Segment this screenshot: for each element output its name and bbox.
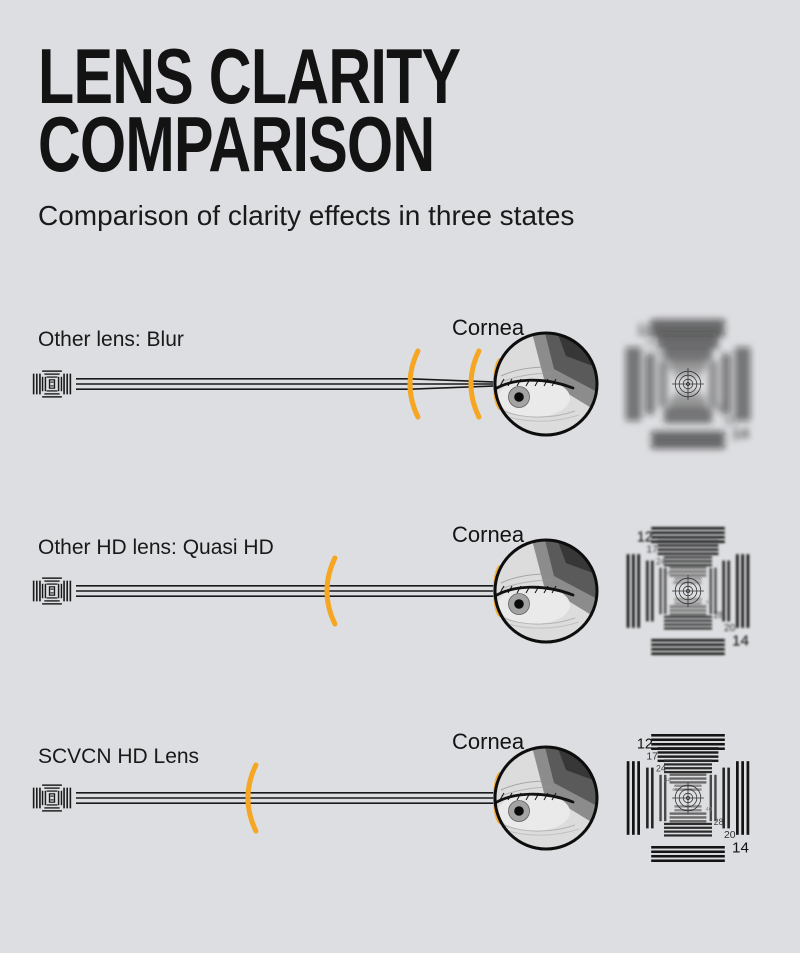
svg-text:34: 34: [664, 777, 672, 784]
svg-text:17: 17: [646, 545, 658, 556]
svg-text:14: 14: [732, 839, 749, 856]
svg-text:48: 48: [672, 580, 678, 586]
svg-text:34: 34: [664, 570, 672, 577]
svg-text:40: 40: [706, 600, 712, 606]
svg-text:12: 12: [637, 736, 653, 752]
svg-text:Cornea: Cornea: [452, 522, 525, 547]
svg-text:14: 14: [732, 632, 749, 649]
svg-text:17: 17: [646, 338, 658, 349]
svg-text:24: 24: [656, 764, 666, 774]
svg-text:Cornea: Cornea: [452, 315, 525, 340]
svg-text:48: 48: [672, 373, 678, 379]
svg-text:24: 24: [656, 557, 666, 567]
svg-text:28: 28: [714, 817, 724, 827]
svg-text:Cornea: Cornea: [452, 729, 525, 754]
svg-text:24: 24: [656, 350, 666, 360]
svg-text:40: 40: [706, 393, 712, 399]
svg-text:34: 34: [664, 363, 672, 370]
svg-text:28: 28: [714, 610, 724, 620]
svg-text:12: 12: [637, 322, 653, 338]
svg-text:48: 48: [672, 787, 678, 793]
svg-text:28: 28: [714, 403, 724, 413]
svg-text:12: 12: [637, 529, 653, 545]
svg-text:14: 14: [732, 425, 749, 442]
svg-text:40: 40: [706, 807, 712, 813]
svg-text:17: 17: [646, 752, 658, 763]
